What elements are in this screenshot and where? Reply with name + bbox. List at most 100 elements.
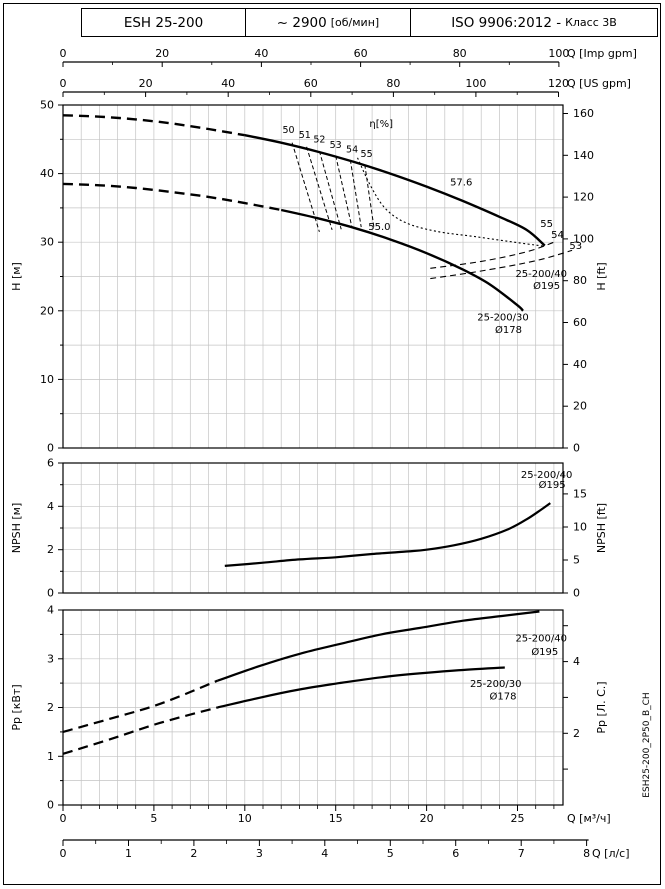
tick-label: 0: [60, 77, 67, 90]
annotation: 25-200/30: [470, 679, 522, 690]
tick-label: 10: [40, 373, 54, 386]
speed-value: ~ 2900: [276, 14, 327, 31]
annotation: 55: [540, 219, 553, 230]
tick-label: 20: [155, 47, 169, 60]
tick-label: 8: [583, 847, 590, 860]
tick-label: 7: [518, 847, 525, 860]
drawing-code: ESH25-200_2P50_B_CH: [642, 692, 652, 797]
tick-label: 60: [304, 77, 318, 90]
tick-label: 40: [254, 47, 268, 60]
efficiency-line: [291, 142, 320, 233]
annotation: 57.6: [450, 177, 472, 188]
annotation: Ø178: [495, 324, 522, 336]
tick-label: 0: [47, 587, 54, 600]
tick-label: 0: [573, 587, 580, 600]
tick-label: 30: [40, 236, 54, 249]
tick-label: 2: [190, 847, 197, 860]
axis-title: Q [US gpm]: [567, 77, 631, 90]
curve-25-200-40-195-dashed: [62, 114, 245, 137]
axis-title: Q [л/с]: [592, 847, 630, 860]
title-block: ESH 25-200 ~ 2900 [об/мин] ISO 9906:2012…: [81, 8, 658, 37]
tick-label: 80: [573, 274, 587, 287]
tick-label: 80: [453, 47, 467, 60]
axis-title: H [ft]: [595, 262, 608, 290]
tick-label: 5: [573, 554, 580, 567]
standard-cell: ISO 9906:2012 - Класс 3В: [410, 9, 657, 36]
tick-label: 0: [60, 47, 67, 60]
tick-label: 20: [139, 77, 153, 90]
tick-label: 60: [573, 316, 587, 329]
tick-label: 6: [452, 847, 459, 860]
speed-cell: ~ 2900 [об/мин]: [245, 9, 410, 36]
tick-label: 15: [329, 812, 343, 825]
tick-label: 20: [40, 304, 54, 317]
axis-title: Pр [Л. С.]: [595, 681, 608, 733]
tick-label: 60: [354, 47, 368, 60]
annotation: Ø195: [539, 479, 566, 491]
tick-label: 1: [47, 750, 54, 763]
tick-label: 2: [47, 543, 54, 556]
standard-class: Класс 3В: [565, 16, 617, 29]
efficiency-label: 52: [313, 135, 325, 146]
tick-label: 4: [321, 847, 328, 860]
tick-label: 3: [256, 847, 263, 860]
curve-25-200-30-178-dashed: [62, 706, 218, 755]
tick-label: 0: [47, 799, 54, 812]
efficiency-label: 50: [282, 125, 294, 136]
efficiency-label: 54: [346, 144, 358, 155]
tick-label: 100: [548, 47, 569, 60]
axis-title: Q [Imp gpm]: [567, 47, 637, 60]
annotation: 25-200/30: [477, 312, 529, 323]
tick-label: 4: [573, 655, 580, 668]
tick-label: 20: [420, 812, 434, 825]
tick-label: 5: [150, 812, 157, 825]
tick-label: 25: [511, 812, 525, 825]
curve-efficiency-54-contour: [430, 241, 555, 269]
standard-name: ISO 9906:2012 -: [451, 14, 562, 31]
efficiency-label: 53: [330, 140, 342, 151]
tick-label: 140: [573, 149, 594, 162]
annotation: Ø195: [533, 280, 560, 292]
curve-efficiency-55-contour: [357, 157, 545, 247]
tick-label: 100: [573, 232, 594, 245]
annotation: 25-200/40: [521, 470, 573, 481]
curve-25-200-40-195: [217, 610, 540, 682]
curve-25-200-30-178: [217, 666, 505, 709]
tick-label: 40: [221, 77, 235, 90]
axis-title: NPSH [м]: [10, 503, 23, 554]
annotation: Ø178: [490, 691, 517, 703]
tick-label: 0: [573, 442, 580, 455]
tick-label: 0: [60, 847, 67, 860]
curve-25-200-40-195: [224, 502, 551, 567]
efficiency-line: [306, 146, 333, 231]
tick-label: 80: [386, 77, 400, 90]
efficiency-line: [318, 150, 342, 230]
tick-label: 160: [573, 107, 594, 120]
tick-label: 4: [47, 500, 54, 513]
chart-head: 0 10 20 30 40 50 0 20 40 60 80 100 120 140 160 50 51 52 53…: [40, 99, 594, 455]
tick-label: 50: [40, 99, 54, 112]
tick-label: 100: [465, 77, 486, 90]
tick-label: 5: [387, 847, 394, 860]
tick-label: 120: [548, 77, 569, 90]
axis-title: H [м]: [10, 262, 23, 291]
tick-label: 4: [47, 604, 54, 617]
tick-label: 0: [60, 812, 67, 825]
bottom-axis-1: 0 5 10 15 20 25 Q [м³/ч]: [60, 805, 611, 825]
annotation: 54: [551, 230, 564, 241]
tick-label: 120: [573, 191, 594, 204]
axis-title: NPSH [ft]: [595, 503, 608, 553]
pump-model-cell: ESH 25-200: [82, 9, 245, 36]
tick-label: 20: [573, 400, 587, 413]
tick-label: 6: [47, 457, 54, 470]
efficiency-label: 55: [361, 149, 373, 160]
annotation: 25-200/40: [515, 634, 567, 645]
curve-25-200-40-195: [244, 134, 546, 247]
tick-label: 2: [47, 701, 54, 714]
